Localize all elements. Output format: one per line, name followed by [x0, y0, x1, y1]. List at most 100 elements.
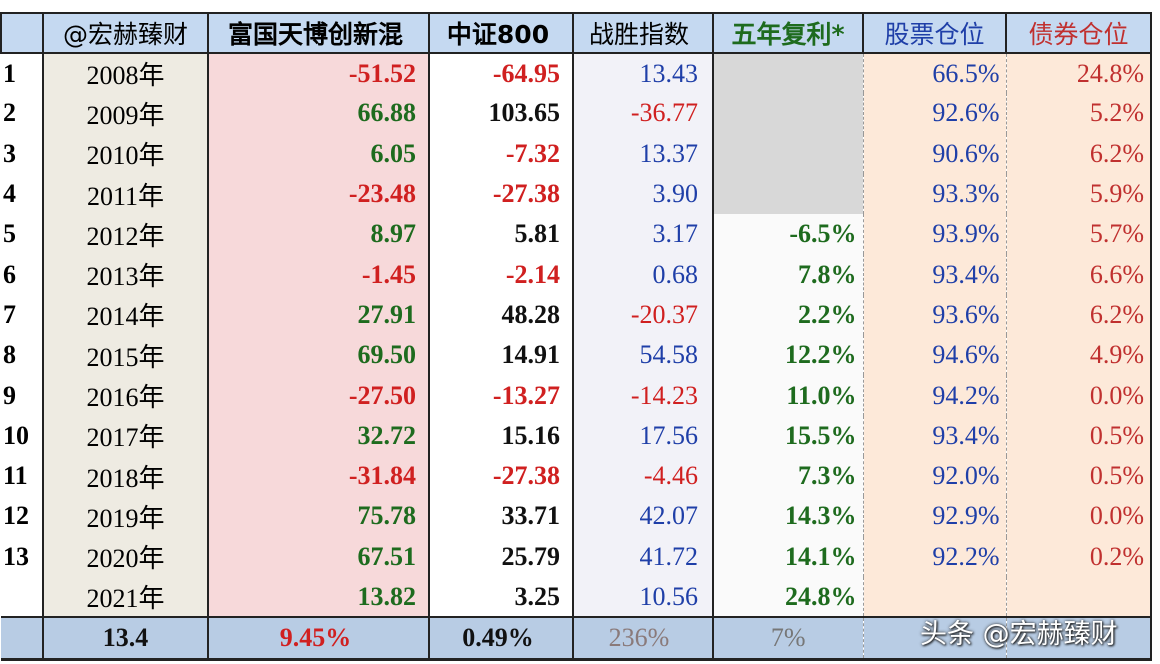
header-cell: 债券仓位 [1005, 12, 1152, 54]
data-row: 1 2008年 -51.52 -64.95 13.43 66.5% 24.8% [1, 53, 1152, 94]
footer-cell: 7% [712, 616, 863, 661]
table-cell [712, 133, 863, 174]
table-cell: 2.2% [712, 294, 863, 336]
table-cell: 93.6% [862, 294, 1006, 336]
table-cell: 14.91 [428, 335, 573, 376]
footer-cell: 13.4 [42, 616, 208, 661]
table-cell: 2009年 [42, 93, 208, 134]
table-cell: 69.50 [207, 335, 429, 376]
table-cell [712, 173, 863, 215]
table-cell: -27.38 [428, 173, 573, 215]
table-cell: -6.5% [712, 214, 863, 255]
table-cell: 2019年 [42, 496, 208, 537]
table-cell: 2016年 [42, 375, 208, 416]
data-row: 6 2013年 -1.45 -2.14 0.68 7.8% 93.4% 6.6% [1, 254, 1152, 295]
table-cell: 32.72 [207, 415, 429, 456]
header-cell: 战胜指数 [572, 12, 714, 54]
table-cell: -1.45 [207, 254, 429, 295]
data-row: 11 2018年 -31.84 -27.38 -4.46 7.3% 92.0% 0.5% [1, 455, 1152, 497]
table-cell: -7.32 [428, 133, 573, 174]
table-cell: 42.07 [572, 496, 713, 537]
footer-cell: 9.45% [207, 616, 429, 661]
table-cell: 3 [1, 133, 43, 174]
table-cell: 2 [1, 93, 43, 134]
table-cell: 13.37 [572, 133, 713, 174]
table-cell: 75.78 [207, 496, 429, 537]
header-cell: 股票仓位 [862, 12, 1007, 54]
table-cell: -27.38 [428, 455, 573, 497]
table-cell: 2013年 [42, 254, 208, 295]
data-row: 3 2010年 6.05 -7.32 13.37 90.6% 6.2% [1, 133, 1152, 174]
watermark: 头条 @宏赫臻财 [920, 619, 1118, 650]
table-cell: 8 [1, 335, 43, 376]
table-cell: 24.8% [712, 576, 863, 618]
table-cell: 6.2% [1005, 133, 1152, 174]
table-cell: 8.97 [207, 214, 429, 255]
table-cell: 2015年 [42, 335, 208, 376]
table-cell: 6 [1, 254, 43, 295]
table-cell: 93.4% [862, 254, 1006, 295]
table-cell: 13.43 [572, 53, 713, 94]
table-cell: 24.8% [1005, 53, 1152, 94]
table-cell: 15.5% [712, 415, 863, 456]
data-row: 4 2011年 -23.48 -27.38 3.90 93.3% 5.9% [1, 173, 1152, 215]
table-cell: -13.27 [428, 375, 573, 416]
header-cell: 中证800 [428, 12, 574, 54]
footer-cell [1, 616, 43, 661]
table-cell: 92.0% [862, 455, 1006, 497]
table-cell [1005, 576, 1152, 618]
table-cell [862, 576, 1006, 618]
table-cell: 0.68 [572, 254, 713, 295]
data-table: @宏赫臻财 富国天博创新混 中证800 战胜指数 五年复利* 股票仓位 债券仓位 1 2008年… [0, 12, 1152, 661]
data-row: 13 2020年 67.51 25.79 41.72 14.1% 92.2% 0.2% [1, 536, 1152, 577]
table-cell: 103.65 [428, 93, 573, 134]
header-cell: 五年复利* [712, 12, 864, 54]
table-cell: 0.5% [1005, 415, 1152, 456]
table-cell: 93.9% [862, 214, 1006, 255]
data-row: 8 2015年 69.50 14.91 54.58 12.2% 94.6% 4.9% [1, 335, 1152, 376]
table-cell: 0.5% [1005, 455, 1152, 497]
table-cell: 2018年 [42, 455, 208, 497]
corner-cell [0, 12, 44, 54]
data-row: 12 2019年 75.78 33.71 42.07 14.3% 92.9% 0.0% [1, 496, 1152, 537]
data-row: 5 2012年 8.97 5.81 3.17 -6.5% 93.9% 5.7% [1, 214, 1152, 255]
footer-cell: 0.49% [428, 616, 573, 661]
footer-row: 13.4 9.45% 0.49% 236% 7% [1, 616, 1152, 661]
table-cell: 67.51 [207, 536, 429, 577]
table-cell: 12.2% [712, 335, 863, 376]
table-cell: 12 [1, 496, 43, 537]
table-cell: 2020年 [42, 536, 208, 577]
table-cell: 10 [1, 415, 43, 456]
table-cell: 14.1% [712, 536, 863, 577]
table-cell: 0.0% [1005, 375, 1152, 416]
table-cell: -4.46 [572, 455, 713, 497]
table-cell: 5.9% [1005, 173, 1152, 215]
table-cell: 7 [1, 294, 43, 336]
data-row: 9 2016年 -27.50 -13.27 -14.23 11.0% 94.2% 0.0% [1, 375, 1152, 416]
table-cell: -14.23 [572, 375, 713, 416]
table-cell: 10.56 [572, 576, 713, 618]
table-cell: 2012年 [42, 214, 208, 255]
table-cell: 66.5% [862, 53, 1006, 94]
header-row: @宏赫臻财 富国天博创新混 中证800 战胜指数 五年复利* 股票仓位 债券仓位 [0, 12, 1152, 54]
table-cell: 13 [1, 536, 43, 577]
table-cell: 9 [1, 375, 43, 416]
table-cell: -20.37 [572, 294, 713, 336]
table-cell: 2017年 [42, 415, 208, 456]
table-cell: 5.2% [1005, 93, 1152, 134]
data-row: 7 2014年 27.91 48.28 -20.37 2.2% 93.6% 6.2% [1, 294, 1152, 336]
table-cell: 27.91 [207, 294, 429, 336]
table-cell [712, 93, 863, 134]
table-cell: 6.2% [1005, 294, 1152, 336]
table-cell: -2.14 [428, 254, 573, 295]
footer-cell [1005, 616, 1152, 661]
table-cell: 2014年 [42, 294, 208, 336]
table-cell: 7.3% [712, 455, 863, 497]
header-cell: 富国天博创新混 [207, 12, 430, 54]
table-cell: 2010年 [42, 133, 208, 174]
table-cell: 14.3% [712, 496, 863, 537]
table-cell: 2021年 [42, 576, 208, 618]
table-cell: 6.05 [207, 133, 429, 174]
table-cell: -31.84 [207, 455, 429, 497]
